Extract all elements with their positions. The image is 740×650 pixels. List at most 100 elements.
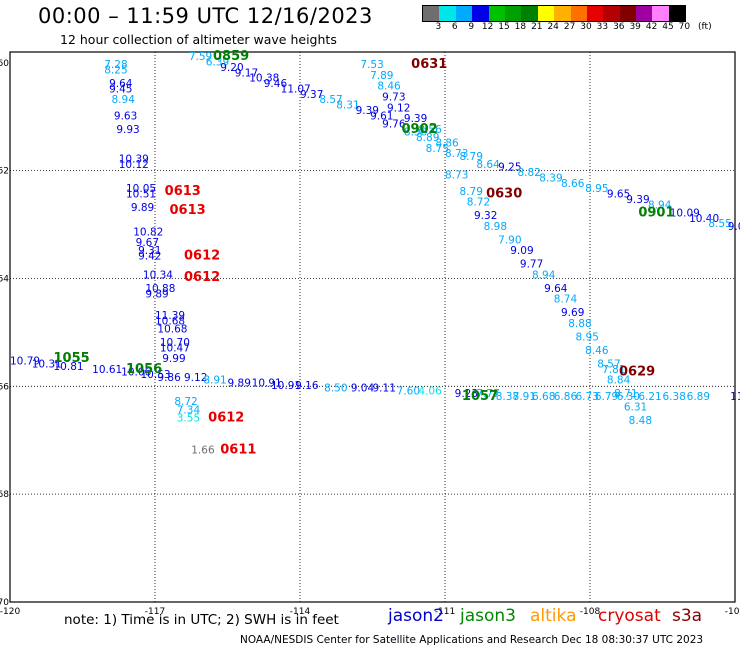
wave-height-reading: 10.81 xyxy=(54,361,84,373)
wave-height-reading: 8.86 xyxy=(435,137,459,149)
wave-height-reading: 9.76 xyxy=(382,118,406,130)
wave-height-reading: 9.16 xyxy=(295,380,319,392)
wave-height-reading: 9.64 xyxy=(544,283,568,295)
wave-height-reading: 8.46 xyxy=(585,345,609,357)
wave-height-reading: 8.82 xyxy=(518,167,541,179)
color-scale-label: 3 xyxy=(435,22,442,32)
wave-height-reading: 8.57 xyxy=(597,358,620,370)
wave-height-reading: 7.59 xyxy=(189,51,212,63)
color-scale-label: 70 xyxy=(678,22,691,32)
wave-height-reading: 11.39 xyxy=(155,310,185,322)
wave-height-reading: 10.31 xyxy=(32,358,62,370)
wave-height-reading: 8.50 xyxy=(324,383,347,395)
wave-height-reading: 10.61 xyxy=(92,364,122,376)
pass-time-label: 0901 xyxy=(638,205,674,220)
wave-height-reading: 9.89 xyxy=(145,288,168,300)
color-scale-swatch xyxy=(652,6,669,21)
wave-height-reading: 10.79 xyxy=(10,356,40,368)
wave-height-reading: 8.25 xyxy=(104,65,127,77)
wave-height-color-scale xyxy=(422,5,687,22)
wave-height-reading: 9.42 xyxy=(138,251,161,263)
wave-height-reading: 10.34 xyxy=(143,269,173,281)
wave-height-reading: 6.73 xyxy=(576,391,599,403)
wave-height-reading: 9.69 xyxy=(561,307,584,319)
wave-height-reading: 7.53 xyxy=(360,59,383,71)
wave-height-reading: 9.32 xyxy=(474,210,497,222)
color-scale-label: 24 xyxy=(547,22,559,32)
color-scale-swatch xyxy=(570,6,587,21)
wave-height-reading: 9.04 xyxy=(351,383,375,395)
longitude-tick-label: -117 xyxy=(145,607,165,617)
wave-height-reading: 10.40 xyxy=(689,213,719,225)
latitude-tick-label: -68 xyxy=(0,490,9,500)
wave-height-reading: 9.46 xyxy=(264,78,288,90)
wave-height-reading: 10.47 xyxy=(160,342,190,354)
wave-height-reading: 6.89 xyxy=(687,391,710,403)
wave-height-reading: 8.46 xyxy=(377,81,401,93)
wave-height-reading: 6.31 xyxy=(624,402,647,414)
pass-time-label: 0630 xyxy=(486,187,522,202)
wave-height-reading: 9.17 xyxy=(235,67,258,79)
satellite-legend-jason3: jason3 xyxy=(460,606,516,626)
wave-height-reading: 9.45 xyxy=(109,83,132,95)
wave-height-reading: 9.39 xyxy=(626,194,649,206)
wave-height-reading: 7.91 xyxy=(513,391,536,403)
footer-credit: NOAA/NESDIS Center for Satellite Applica… xyxy=(240,634,704,646)
pass-time-label: 1056 xyxy=(126,362,162,377)
wave-height-reading: 3.55 xyxy=(177,412,200,424)
pass-time-label: 0629 xyxy=(619,365,655,380)
wave-height-reading: 9.12 xyxy=(184,372,207,384)
wave-height-reading: 10.68 xyxy=(155,315,185,327)
wave-height-reading: 8.48 xyxy=(629,415,652,427)
pass-time-label: 1057 xyxy=(462,389,498,404)
wave-height-reading: 9.99 xyxy=(162,353,185,365)
color-scale-swatch xyxy=(455,6,473,21)
color-scale-swatch xyxy=(537,6,555,21)
pass-time-label: 0631 xyxy=(411,57,447,72)
wave-height-reading: 9.12 xyxy=(387,102,410,114)
wave-height-reading: 6.79 xyxy=(595,391,618,403)
wave-height-reading: 8.95 xyxy=(585,183,608,195)
wave-height-reading: 10.53 xyxy=(141,369,171,381)
wave-height-reading: 8.94 xyxy=(532,269,556,281)
wave-height-reading: 9.86 xyxy=(157,372,181,384)
wave-height-reading: 7.89 xyxy=(370,70,393,82)
color-scale-swatch xyxy=(554,6,571,21)
wave-height-reading: 8.64 xyxy=(476,159,500,171)
map-subtitle: 12 hour collection of altimeter wave hei… xyxy=(60,32,337,47)
axis-ticks: -120 -117 -114 -111 -108 -105 -60 -62 -64 -66 -68 -… xyxy=(0,59,740,617)
wave-height-reading: 9.63 xyxy=(114,110,137,122)
wave-height-reading: 1.66 xyxy=(191,445,215,457)
wave-height-reading: 6.30 xyxy=(617,391,640,403)
map-frame xyxy=(9,51,736,603)
wave-height-reading: 8.73 xyxy=(445,170,468,182)
satellite-legend-jason2: jason2 xyxy=(388,606,444,626)
wave-height-reading: 8.91 xyxy=(203,375,226,387)
wave-height-reading: 9.77 xyxy=(520,259,543,271)
map-title: 00:00 – 11:59 UTC 12/16/2023 xyxy=(38,4,373,28)
wave-height-reading: 10.39 xyxy=(119,154,149,166)
wave-height-reading: 10.09 xyxy=(670,207,700,219)
wave-height-reading: 8.30 xyxy=(404,127,427,139)
pass-time-label: 0613 xyxy=(170,203,206,218)
latitude-tick-label: -64 xyxy=(0,274,9,284)
latitude-tick-label: -66 xyxy=(0,382,9,392)
wave-height-readings: 7.596.399.209.1710.389.4611.079.378.578.… xyxy=(10,51,740,457)
wave-height-reading: 10.82 xyxy=(133,226,163,238)
color-scale-label: 21 xyxy=(531,22,543,32)
wave-height-reading: 9.39 xyxy=(356,105,379,117)
note-text: note: 1) Time is in UTC; 2) SWH is in fe… xyxy=(64,612,339,628)
wave-height-reading: 8.73 xyxy=(445,148,468,160)
color-scale-label: (ft) xyxy=(698,22,712,32)
color-scale-swatch xyxy=(668,6,686,21)
wave-height-reading: 8.79 xyxy=(460,151,483,163)
satellite-legend-cryosat: cryosat xyxy=(598,606,661,626)
wave-height-reading: 8.72 xyxy=(467,197,490,209)
wave-height-reading: 8.94 xyxy=(112,94,136,106)
wave-height-reading: 8.72 xyxy=(174,396,197,408)
wave-height-reading: 8.55 xyxy=(708,218,731,230)
pass-time-label: 1055 xyxy=(54,351,90,366)
wave-height-reading: 6.86 xyxy=(554,391,578,403)
wave-height-reading: 8.79 xyxy=(460,186,483,198)
wave-height-reading: 9.89 xyxy=(228,377,251,389)
